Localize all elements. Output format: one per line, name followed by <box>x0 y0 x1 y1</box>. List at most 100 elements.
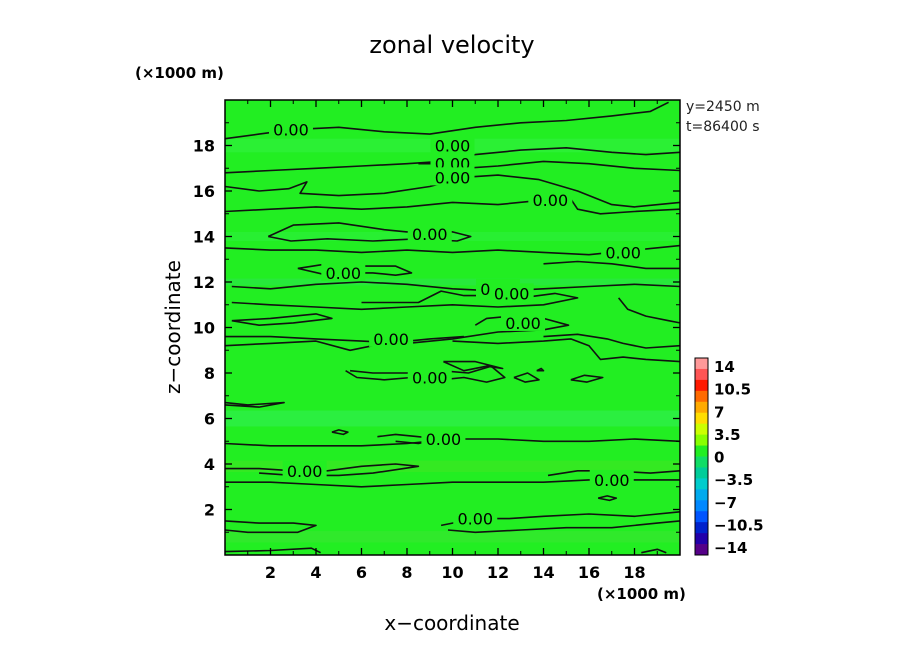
contour-label-bg <box>407 224 452 243</box>
contour-label: 0.00 <box>325 264 361 283</box>
contour-label-bg <box>407 367 452 386</box>
contour-line <box>617 297 680 324</box>
colorbar-label: 0 <box>714 449 724 467</box>
contour-line <box>447 520 680 534</box>
y-tick-label: 12 <box>193 273 215 292</box>
contour-label-bg <box>321 262 366 281</box>
colorbar-label: 7 <box>714 403 724 421</box>
colorbar-label: 3.5 <box>714 426 741 444</box>
contour-label: 0.00 <box>533 191 569 210</box>
x-tick-label: 12 <box>487 563 509 582</box>
colorbar-swatch <box>695 401 708 414</box>
contour-line <box>513 372 540 383</box>
field-band <box>225 410 680 427</box>
x-tick-label: 8 <box>401 563 412 582</box>
colorbar-label: −3.5 <box>714 471 753 489</box>
contour-line <box>231 290 579 311</box>
contour-label: 0.00 <box>373 330 409 349</box>
contour-label: 0.00 <box>505 314 541 333</box>
colorbar-label: 14 <box>714 358 735 376</box>
contour-label-bg <box>430 167 475 186</box>
contour-line <box>331 429 349 436</box>
contour-line <box>267 222 472 242</box>
y-tick-label: 18 <box>193 137 215 156</box>
contour-label-bg <box>282 460 327 479</box>
colorbar-label: −7 <box>714 494 737 512</box>
contour-line <box>231 313 333 326</box>
contour-label: 0.00 <box>435 137 471 156</box>
colorbar-swatch <box>695 423 708 436</box>
contour-label-bg <box>501 312 546 331</box>
contour-line <box>452 338 680 363</box>
contour-label: 0.00 <box>457 510 493 529</box>
y-tick-label: 4 <box>204 455 215 474</box>
contour-line <box>543 333 680 349</box>
colorbar-label: −14 <box>714 539 747 557</box>
x-tick-label: 4 <box>310 563 321 582</box>
y-axis-unit: (×1000 m) <box>135 64 224 82</box>
colorbar-swatch <box>695 445 708 457</box>
contour-label: 0.00 <box>594 471 630 490</box>
colorbar-swatch <box>695 511 708 523</box>
contour-label-bg <box>489 283 534 302</box>
contour-line <box>597 495 618 502</box>
colorbar-swatch <box>695 390 708 403</box>
colorbar-swatch <box>695 467 708 479</box>
y-tick-label: 16 <box>193 182 215 201</box>
x-axis-unit: (×1000 m) <box>597 585 686 603</box>
colorbar-swatch <box>695 522 708 534</box>
x-tick-label: 6 <box>356 563 367 582</box>
contour-line <box>443 360 504 372</box>
contour-label-bg <box>601 242 646 261</box>
contour-line <box>225 194 680 215</box>
annotation-t: t=86400 s <box>686 119 760 135</box>
contour-line <box>225 335 464 352</box>
contour-label: 0.00 <box>273 121 309 140</box>
field-band <box>225 231 680 242</box>
x-tick-label: 14 <box>532 563 554 582</box>
contour-line <box>536 367 545 372</box>
contour-line <box>225 520 317 534</box>
colorbar-swatch <box>695 434 708 447</box>
x-tick-label: 18 <box>623 563 645 582</box>
contour-label-bg <box>589 469 634 488</box>
y-axis-label: z−coordinate <box>161 260 185 394</box>
x-axis-label: x−coordinate <box>384 611 519 635</box>
colorbar-swatch <box>695 456 708 468</box>
colorbar: 14 10.5 7 3.5 0 −3.5 −7 −10.5 −14 <box>694 357 764 557</box>
contour-label: 0.00 <box>412 225 448 244</box>
contour-label-bg <box>421 428 466 447</box>
contour-label: 0.00 <box>426 430 462 449</box>
colorbar-swatch <box>695 533 708 545</box>
contour-line <box>570 374 604 383</box>
colorbar-swatch <box>695 368 708 381</box>
contour-label-bg <box>528 190 573 209</box>
y-tick-label: 2 <box>204 501 215 520</box>
colorbar-swatch <box>695 358 708 370</box>
contour-line <box>231 281 680 292</box>
contour-label: 0.00 <box>494 284 530 303</box>
contour-label-bg <box>430 153 475 172</box>
colorbar-frame <box>694 357 709 556</box>
colorbar-swatch <box>695 489 708 501</box>
y-tick-label: 14 <box>193 228 215 247</box>
plot-area: 0.00 0.00 0.00 0.00 0.00 0.00 0.00 0.00 0.00 0.00… <box>193 99 681 582</box>
contour-label: 0.00 <box>412 369 448 388</box>
colorbar-swatch <box>695 544 708 556</box>
contour-line <box>225 174 680 208</box>
contour-label: 0.00 <box>605 243 641 262</box>
x-tick-label: 16 <box>578 563 600 582</box>
colorbar-swatch <box>695 379 708 392</box>
x-tick-label: 10 <box>441 563 463 582</box>
contour-line <box>225 401 285 408</box>
colorbar-swatch <box>695 412 708 425</box>
field-band <box>225 460 680 472</box>
y-tick-label: 8 <box>204 364 215 383</box>
contour-label-bg <box>453 508 498 527</box>
contour-lines: 0.00 0.00 0.00 0.00 0.00 0.00 0.00 0.00 0.00 0.00… <box>225 101 680 554</box>
contour-label-bg <box>268 119 313 138</box>
field-band <box>225 278 680 286</box>
contour-label: 0.00 <box>287 462 323 481</box>
contour-label-bg <box>430 135 475 154</box>
field-band <box>225 531 680 543</box>
